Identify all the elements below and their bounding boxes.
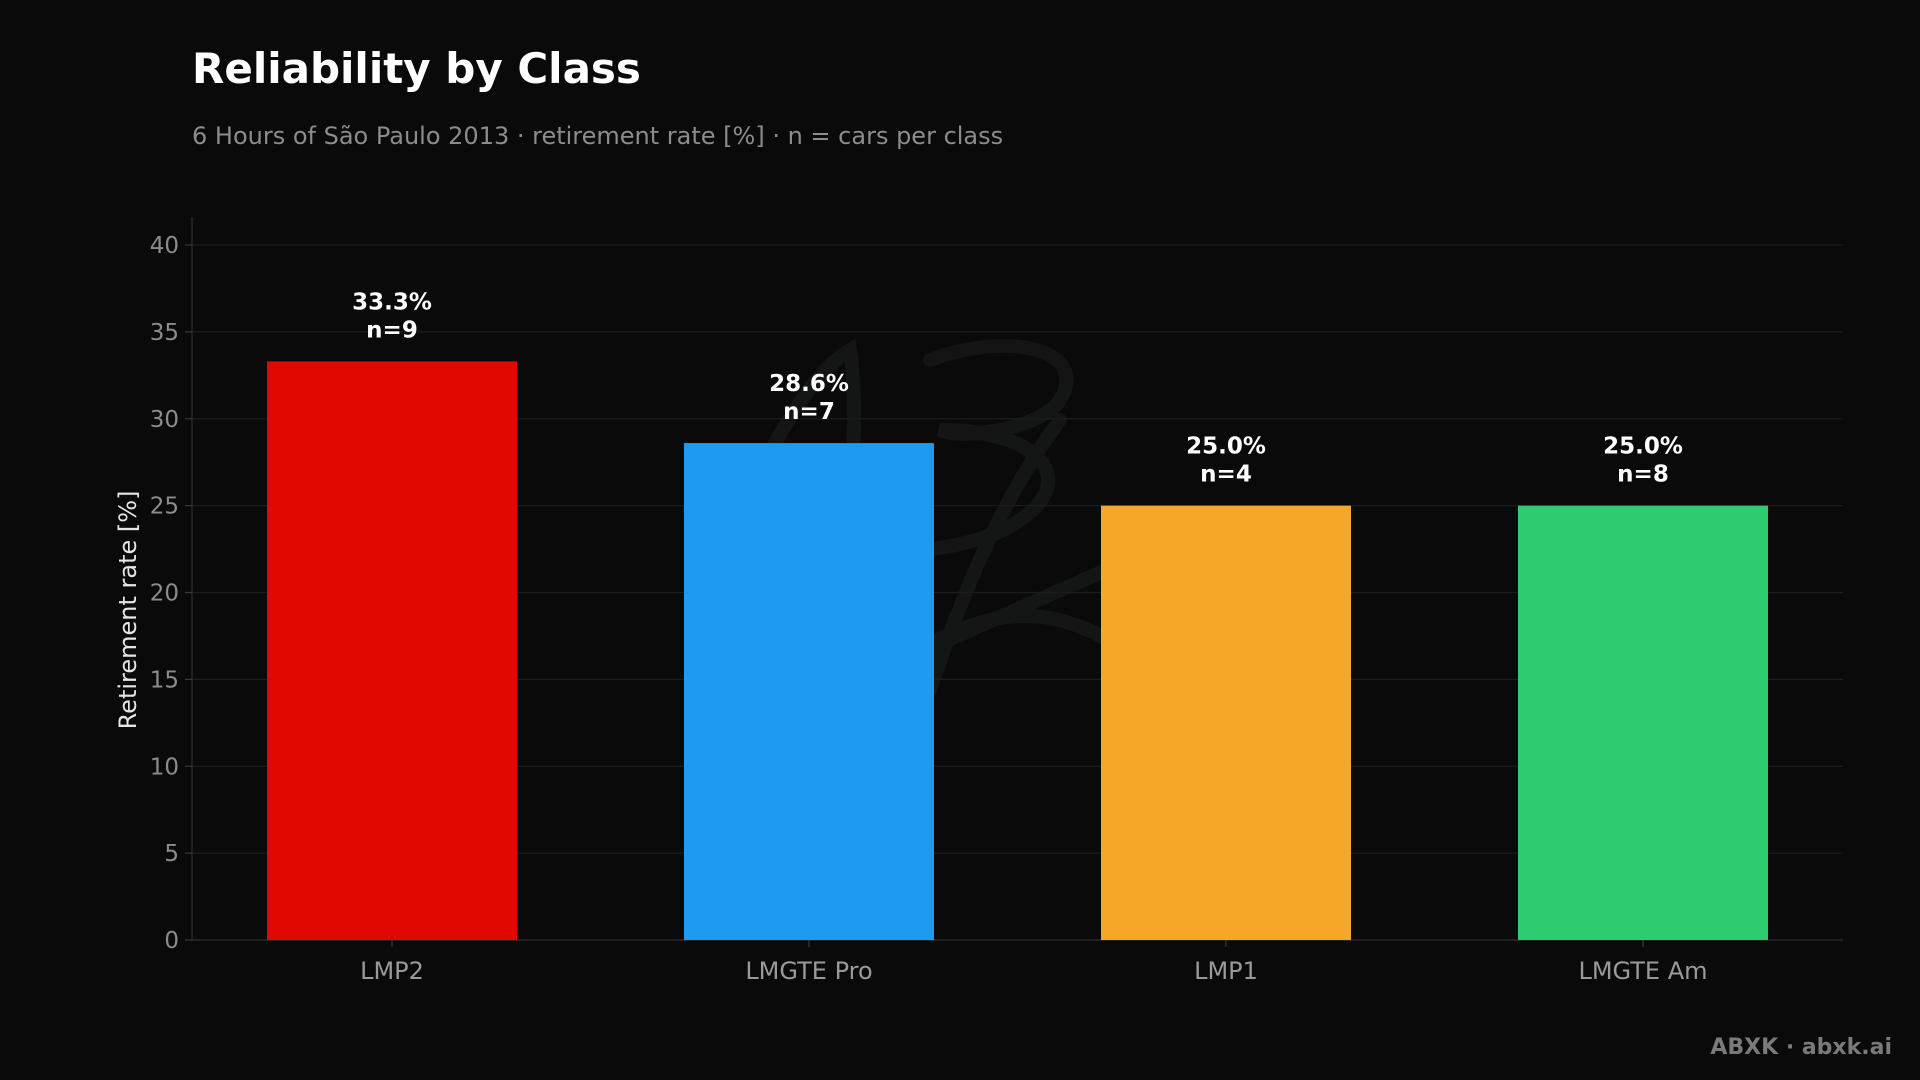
- x-category-label: LMP2: [360, 957, 424, 985]
- bars: [267, 361, 1768, 941]
- y-tick-label: 5: [164, 841, 179, 867]
- y-tick-label: 0: [164, 928, 179, 954]
- bar-value-label: 25.0%: [1603, 434, 1683, 460]
- bar-lmgte-pro: [684, 443, 934, 940]
- y-tick-label: 35: [150, 320, 179, 346]
- bar-lmgte-am: [1518, 505, 1768, 940]
- bar-lmp2: [267, 361, 517, 941]
- y-tick-label: 30: [150, 407, 179, 433]
- chart-subtitle: 6 Hours of São Paulo 2013 · retirement r…: [192, 122, 1004, 150]
- y-tick-label: 20: [150, 581, 179, 607]
- y-tick-label: 40: [150, 233, 179, 259]
- x-category-label: LMGTE Pro: [745, 957, 872, 985]
- bar-count-label: n=9: [366, 317, 418, 343]
- bar-value-label: 25.0%: [1186, 434, 1266, 460]
- y-ticks: 0 5 10 15 20 25 30 35 40: [150, 233, 192, 954]
- x-category-label: LMGTE Am: [1578, 957, 1707, 985]
- y-tick-label: 10: [150, 754, 179, 780]
- y-tick-label: 25: [150, 494, 179, 520]
- footer-brand: ABXK · abxk.ai: [1710, 1035, 1892, 1060]
- y-axis-label: Retirement rate [%]: [114, 491, 142, 730]
- chart-title: Reliability by Class: [192, 44, 641, 93]
- x-categories: LMP2 LMGTE Pro LMP1 LMGTE Am: [360, 940, 1708, 985]
- bar-count-label: n=7: [783, 399, 835, 425]
- x-category-label: LMP1: [1194, 957, 1258, 985]
- bar-value-label: 33.3%: [352, 289, 432, 315]
- value-labels: 33.3%n=928.6%n=725.0%n=425.0%n=8: [352, 289, 1683, 487]
- bar-count-label: n=8: [1617, 462, 1669, 488]
- y-tick-label: 15: [150, 667, 179, 693]
- bar-lmp1: [1101, 505, 1351, 940]
- bar-count-label: n=4: [1200, 462, 1252, 488]
- bar-value-label: 28.6%: [769, 371, 849, 397]
